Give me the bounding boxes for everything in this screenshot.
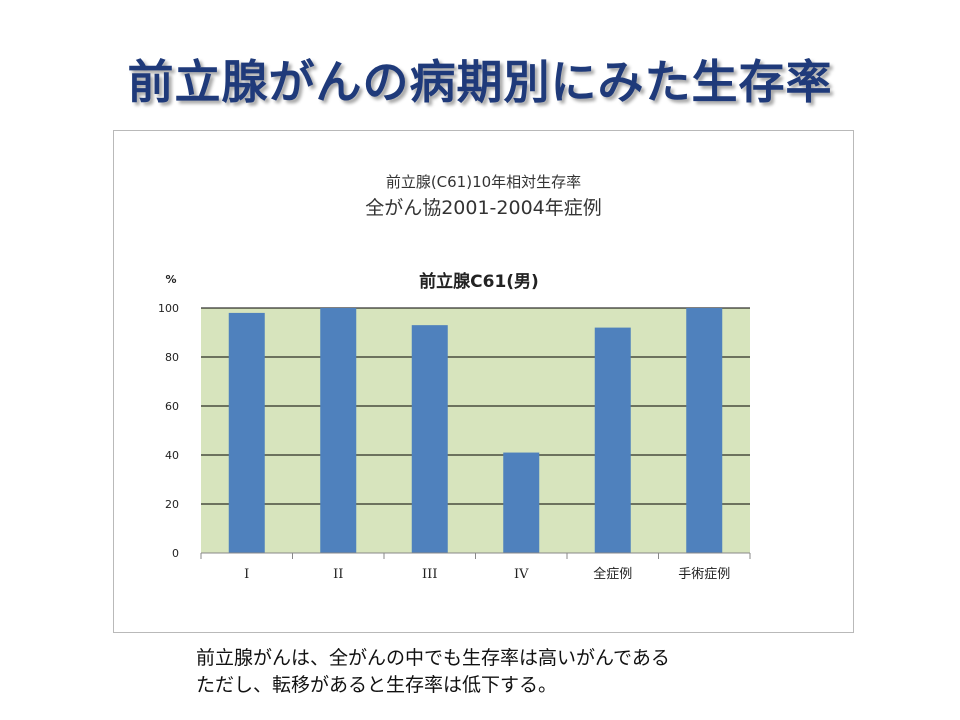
y-tick-label: 100 [158, 302, 179, 315]
y-tick-label: 40 [165, 449, 179, 462]
x-tick-label: II [333, 567, 343, 582]
plot-area [201, 308, 750, 553]
y-tick-label: 60 [165, 400, 179, 413]
x-tick-label: 手術症例 [678, 567, 730, 582]
chart-frame: 前立腺(C61)10年相対生存率 全がん協2001-2004年症例 前立腺C61… [113, 130, 854, 633]
bar [686, 308, 723, 553]
y-tick-label: 20 [165, 498, 179, 511]
x-tick-label: I [244, 567, 249, 582]
y-tick-label: 0 [172, 547, 179, 560]
x-tick-label: 全症例 [593, 566, 632, 582]
chart-heading-line1: 前立腺(C61)10年相対生存率 [385, 173, 582, 191]
x-tick-label: III [422, 567, 437, 582]
caption-line2: ただし、転移があると生存率は低下する。 [196, 674, 558, 696]
bar [228, 312, 265, 553]
x-tick-label: IV [514, 567, 529, 582]
chart-title: 前立腺C61(男) [419, 271, 539, 292]
caption-line1: 前立腺がんは、全がんの中でも生存率は高いがんである [196, 647, 670, 669]
bar [411, 325, 448, 553]
bar [503, 452, 540, 553]
slide-title: 前立腺がんの病期別にみた生存率 [127, 55, 833, 109]
y-tick-label: 80 [165, 351, 179, 364]
bar [594, 327, 631, 553]
caption: 前立腺がんは、全がんの中でも生存率は高いがんである ただし、転移があると生存率は… [196, 645, 670, 699]
chart-heading-line2: 全がん協2001-2004年症例 [365, 197, 602, 219]
y-axis-unit-label: % [165, 273, 176, 286]
bar [320, 308, 357, 553]
